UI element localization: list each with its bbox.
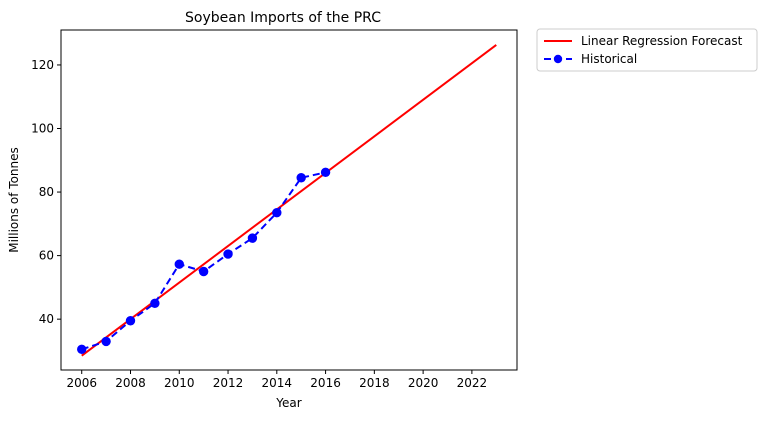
y-tick-label-80: 80: [39, 185, 54, 199]
legend: Linear Regression Forecast Historical: [536, 28, 758, 72]
data-point-historical-2010: [174, 259, 184, 269]
data-point-historical-2006: [77, 344, 87, 355]
data-point-historical-2011: [198, 266, 209, 277]
data-point-historical-2014: [272, 208, 282, 218]
plot-frame: [60, 29, 518, 371]
x-tick-label-2014: 2014: [262, 376, 293, 390]
data-point-historical-2013: [247, 233, 258, 243]
data-point-historical-2016: [320, 167, 331, 178]
y-tick-label-60: 60: [39, 249, 54, 263]
x-tick-label-2018: 2018: [359, 376, 390, 390]
x-tick-label-2010: 2010: [164, 376, 195, 390]
plot-area: 2006 2008 2010 2012 2014 2016 2018 2020 2022 40 60…: [31, 29, 518, 390]
x-tick-label-2006: 2006: [66, 376, 97, 390]
x-tick-label-2020: 2020: [408, 376, 439, 390]
x-tick-label-2022: 2022: [457, 376, 488, 390]
x-tick-label-2012: 2012: [213, 376, 244, 390]
legend-marker-historical: [553, 54, 563, 64]
legend-label-forecast: Linear Regression Forecast: [581, 34, 743, 48]
data-point-historical-2012: [223, 249, 233, 259]
data-point-historical-2007: [101, 336, 111, 347]
data-point-historical-2008: [125, 316, 136, 326]
data-point-historical-2009: [150, 298, 160, 308]
x-tick-label-2008: 2008: [115, 376, 146, 390]
chart-title: Soybean Imports of the PRC: [185, 10, 381, 26]
x-axis-title: Year: [275, 396, 301, 410]
y-tick-label-40: 40: [39, 312, 54, 326]
data-point-historical-2015: [296, 173, 306, 183]
y-tick-label-100: 100: [31, 122, 54, 136]
legend-box: [536, 28, 758, 72]
legend-label-historical: Historical: [581, 52, 637, 66]
y-axis-title: Millions of Tonnes: [7, 147, 21, 253]
x-tick-label-2016: 2016: [310, 376, 341, 390]
y-tick-label-120: 120: [31, 58, 54, 72]
